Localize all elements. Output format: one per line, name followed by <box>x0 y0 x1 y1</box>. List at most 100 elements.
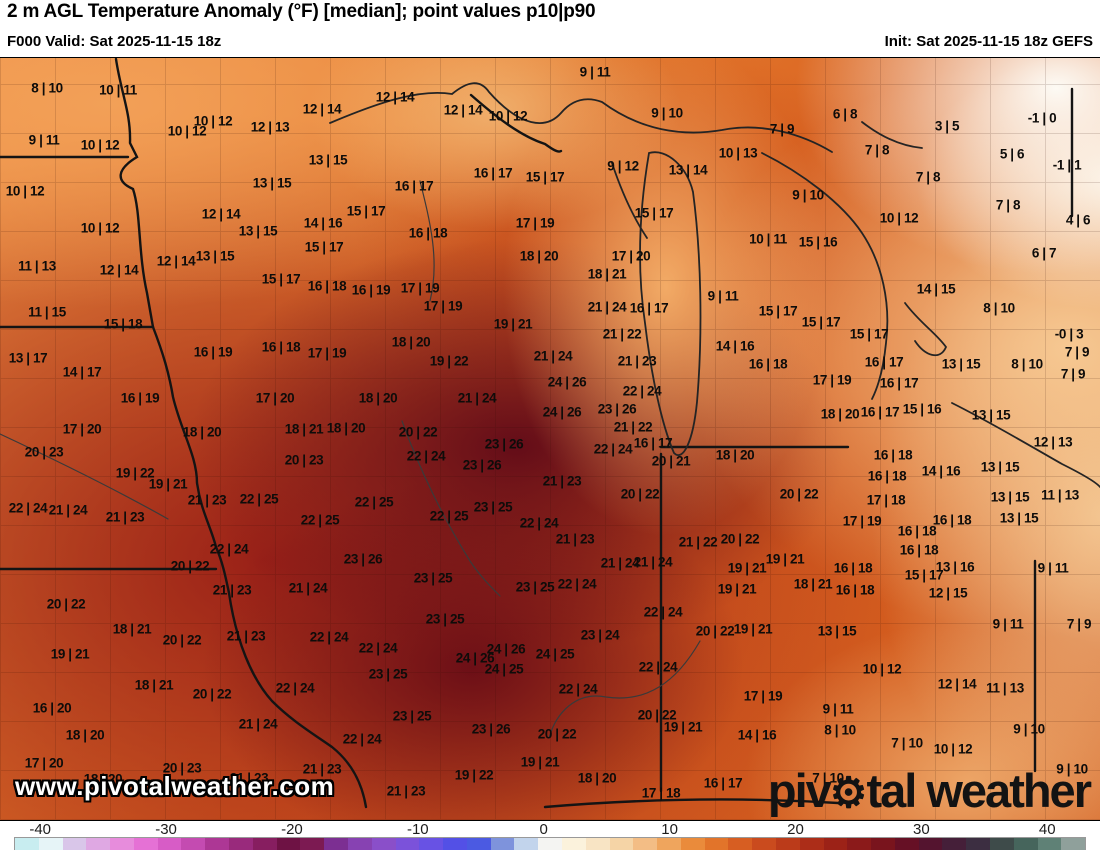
point-value: 12 | 14 <box>375 89 415 105</box>
colorbar-cell <box>847 838 872 850</box>
point-value: 6 | 8 <box>832 106 858 122</box>
colorbar-cell <box>229 838 253 850</box>
colorbar-cell <box>62 838 87 850</box>
point-value: 10 | 11 <box>99 82 137 98</box>
point-value: 5 | 6 <box>999 146 1025 162</box>
point-value: 8 | 10 <box>983 300 1015 316</box>
point-value: 21 | 24 <box>587 299 627 315</box>
colorbar-cell <box>752 838 776 850</box>
point-value: 18 | 20 <box>326 420 366 436</box>
colorbar-scale <box>14 837 1086 850</box>
colorbar-tick: -30 <box>155 821 177 838</box>
point-value: 24 | 25 <box>484 661 524 677</box>
colorbar-tick: -40 <box>29 821 52 838</box>
point-value: 17 | 19 <box>515 215 555 231</box>
point-value: 7 | 8 <box>864 142 890 158</box>
point-value: 23 | 26 <box>343 551 383 567</box>
init-time-label: Init: Sat 2025-11-15 18z GEFS <box>884 33 1093 50</box>
point-value: 12 | 13 <box>1033 434 1073 450</box>
point-value: 21 | 24 <box>48 502 88 518</box>
colorbar-cell <box>871 838 895 850</box>
colorbar-cell <box>704 838 729 850</box>
point-value: 22 | 24 <box>8 500 48 516</box>
point-value: 15 | 17 <box>801 314 841 330</box>
point-value: 24 | 26 <box>486 641 526 657</box>
point-value: 17 | 19 <box>743 688 783 704</box>
point-value: 16 | 17 <box>629 300 669 316</box>
point-value: 14 | 16 <box>737 727 777 743</box>
point-value: 9 | 11 <box>28 132 60 148</box>
point-value: 21 | 22 <box>613 419 653 435</box>
point-value: 14 | 16 <box>715 338 755 354</box>
point-value: 9 | 11 <box>822 701 854 717</box>
logo-text-post: tal weather <box>866 764 1092 817</box>
point-value: 20 | 21 <box>651 453 691 469</box>
point-value: 21 | 23 <box>555 531 595 547</box>
point-value: 20 | 22 <box>720 531 760 547</box>
point-value: 16 | 18 <box>873 447 913 463</box>
colorbar-cell <box>205 838 230 850</box>
point-value: 22 | 24 <box>643 604 683 620</box>
point-value: 22 | 25 <box>354 494 394 510</box>
point-value: 23 | 25 <box>368 666 408 682</box>
point-value: 12 | 14 <box>443 102 483 118</box>
point-value: 18 | 21 <box>587 266 627 282</box>
colorbar-tick: 10 <box>661 821 678 838</box>
point-value: 15 | 17 <box>346 203 386 219</box>
colorbar-cell <box>633 838 658 850</box>
colorbar-cell <box>276 838 301 850</box>
colorbar-cell <box>324 838 348 850</box>
point-value: 14 | 15 <box>916 281 956 297</box>
point-value: 21 | 24 <box>238 716 278 732</box>
colorbar-cell <box>371 838 396 850</box>
point-value: 20 | 22 <box>398 424 438 440</box>
colorbar-cell <box>776 838 800 850</box>
point-value: 16 | 18 <box>261 339 301 355</box>
point-value: 18 | 21 <box>134 677 174 693</box>
county-grid-overlay <box>0 58 1100 820</box>
point-value: 7 | 10 <box>812 770 844 786</box>
point-value: 13 | 15 <box>999 510 1039 526</box>
point-value: 13 | 15 <box>971 407 1011 423</box>
point-value: 17 | 20 <box>255 390 295 406</box>
point-value: 10 | 12 <box>879 210 919 226</box>
point-value: 16 | 17 <box>633 435 673 451</box>
point-value: 22 | 24 <box>406 448 446 464</box>
point-value: 19 | 21 <box>148 476 188 492</box>
point-value: 16 | 17 <box>879 375 919 391</box>
point-value: 10 | 12 <box>488 108 528 124</box>
point-value: 15 | 17 <box>525 169 565 185</box>
valid-time-label: F000 Valid: Sat 2025-11-15 18z <box>7 33 222 50</box>
point-value: 19 | 21 <box>493 316 533 332</box>
point-value: 16 | 20 <box>32 700 72 716</box>
colorbar-cell <box>918 838 943 850</box>
point-value: 8 | 10 <box>824 722 856 738</box>
point-value: 16 | 18 <box>867 468 907 484</box>
gear-icon: ⚙ <box>829 769 868 816</box>
colorbar-cell <box>966 838 991 850</box>
point-value: 19 | 21 <box>727 560 767 576</box>
colorbar-cell <box>300 838 325 850</box>
point-value: 7 | 9 <box>1066 616 1092 632</box>
point-value: 17 | 20 <box>611 248 651 264</box>
colorbar-cell <box>466 838 491 850</box>
point-value: 21 | 24 <box>633 554 673 570</box>
point-value: 21 | 23 <box>187 492 227 508</box>
point-value: 11 | 15 <box>28 304 66 320</box>
point-value: 20 | 22 <box>192 686 232 702</box>
point-value: 3 | 5 <box>934 118 960 134</box>
point-value: 21 | 22 <box>678 534 718 550</box>
point-value: 22 | 24 <box>275 680 315 696</box>
point-value: 18 | 20 <box>391 334 431 350</box>
point-value: 14 | 16 <box>921 463 961 479</box>
point-value: 10 | 12 <box>862 661 902 677</box>
point-value: 16 | 19 <box>120 390 160 406</box>
point-value: 8 | 10 <box>31 80 63 96</box>
point-value: 22 | 24 <box>358 640 398 656</box>
point-value: 18 | 20 <box>358 390 398 406</box>
point-value: 18 | 20 <box>519 248 559 264</box>
point-value: 16 | 18 <box>835 582 875 598</box>
point-value: 21 | 24 <box>457 390 497 406</box>
point-value: 15 | 16 <box>798 234 838 250</box>
point-value: 15 | 18 <box>103 316 143 332</box>
